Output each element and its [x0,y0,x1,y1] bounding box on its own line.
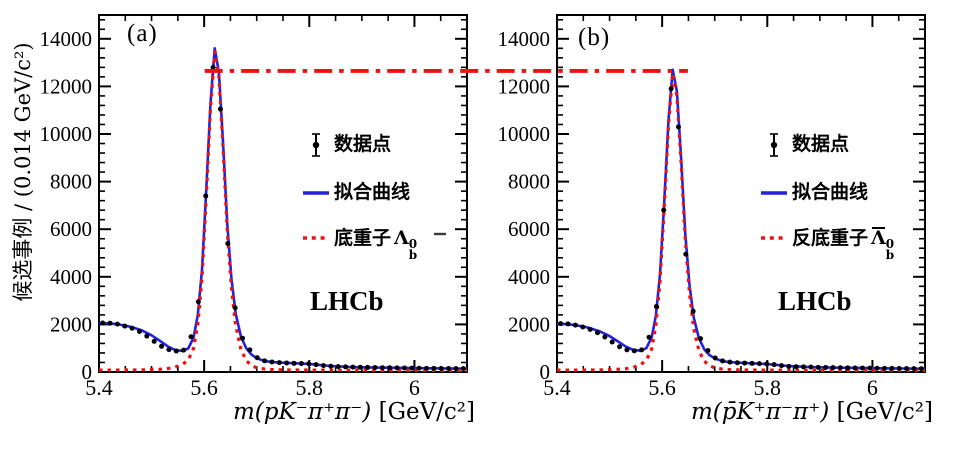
svg-text:4000: 4000 [50,265,92,289]
panel-a-legend-signal-label: 底重子 Λ 0 b [334,226,417,261]
panel-a-x-title-unit: [GeV/c²] [371,399,475,425]
svg-text:5.4: 5.4 [85,375,113,400]
svg-text:6: 6 [409,375,420,400]
panel-b-x-axis-title: m(p̄K⁺π⁻π⁺) [GeV/c²] [557,399,933,425]
panel-a-x-title-math: m(pK⁻π⁺π⁻) [232,399,372,425]
panel-b-legend-signal-label: 反底重子 Λ 0 b [792,226,894,261]
panel-a-signal-prefix: 底重子 [334,228,392,249]
svg-text:2000: 2000 [508,312,550,336]
svg-text:14000: 14000 [498,27,551,51]
panel-b-signal-prefix: 反底重子 [792,228,869,249]
svg-text:12000: 12000 [498,74,551,98]
svg-text:5.6: 5.6 [648,375,676,400]
svg-text:5.4: 5.4 [543,375,571,400]
svg-text:5.6: 5.6 [190,375,218,400]
lambda-sup: 0 [408,237,418,251]
svg-text:5.8: 5.8 [296,375,324,400]
svg-text:5.8: 5.8 [754,375,782,400]
panel-b-experiment-label: LHCb [778,286,852,316]
svg-text:10000: 10000 [40,122,93,146]
panel-b-x-title-math: m(p̄K⁺π⁻π⁺) [690,399,830,425]
panel-b-label: (b) [578,24,611,51]
svg-text:6: 6 [867,375,878,400]
svg-text:8000: 8000 [508,170,550,194]
antilambda-sup: 0 [885,237,895,251]
svg-text:12000: 12000 [40,74,93,98]
panel-a-experiment-label: LHCb [310,286,384,316]
svg-text:6000: 6000 [508,217,550,241]
svg-text:10000: 10000 [498,122,551,146]
panel-b-legend-fit-label: 拟合曲线 [792,182,869,203]
svg-text:8000: 8000 [50,170,92,194]
panel-a-legend-fit-label: 拟合曲线 [334,182,411,203]
panel-a-legend-data-label: 数据点 [334,134,392,155]
svg-text:4000: 4000 [508,265,550,289]
svg-text:2000: 2000 [50,312,92,336]
svg-text:0: 0 [82,360,93,384]
panel-a-x-axis-title: m(pK⁻π⁺π⁻) [GeV/c²] [99,399,475,425]
svg-text:6000: 6000 [50,217,92,241]
lambda-sub: b [408,248,418,262]
y-axis-title: 候选事例 / (0.014 GeV/c²) [11,42,35,302]
panel-b-x-title-unit: [GeV/c²] [829,399,933,425]
svg-text:0: 0 [540,360,551,384]
panel-a-label: (a) [127,20,158,47]
svg-text:14000: 14000 [40,27,93,51]
antilambda-sub: b [885,248,895,262]
panel-b-legend-data-label: 数据点 [792,134,850,155]
